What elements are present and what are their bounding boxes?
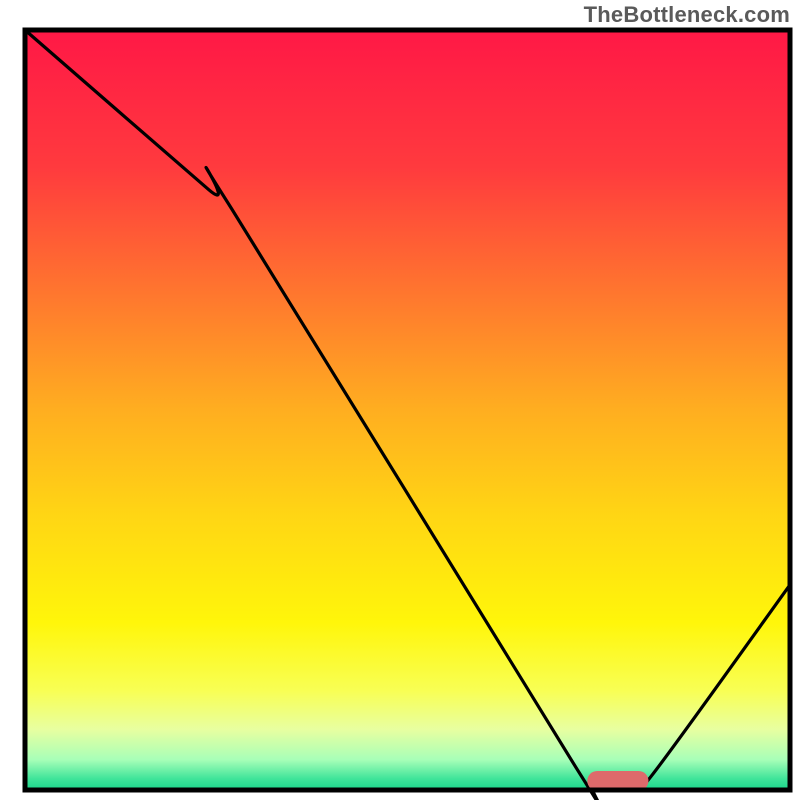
gradient-background [25,30,790,790]
chart-container: { "watermark": { "text": "TheBottleneck.… [0,0,800,800]
watermark-text: TheBottleneck.com [584,2,790,28]
bottleneck-chart [0,0,800,800]
